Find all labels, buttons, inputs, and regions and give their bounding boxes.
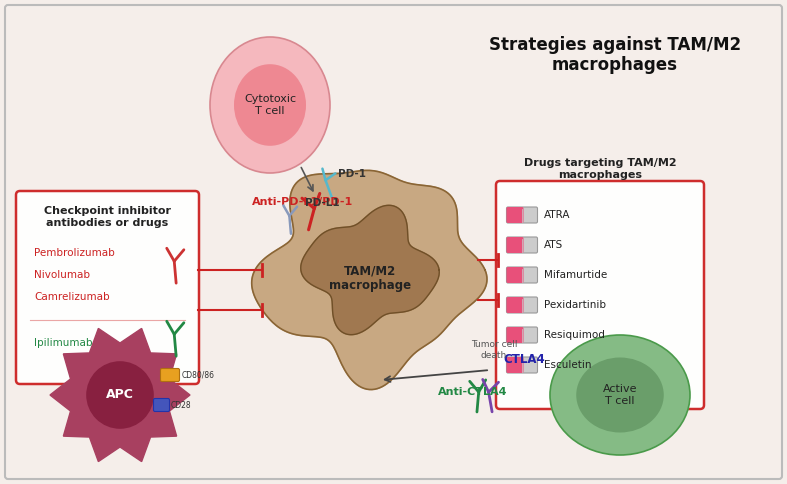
Text: APC: APC [106, 389, 134, 402]
Text: Drugs targeting TAM/M2
macrophages: Drugs targeting TAM/M2 macrophages [523, 158, 676, 180]
FancyBboxPatch shape [507, 237, 523, 253]
Ellipse shape [576, 358, 663, 433]
FancyBboxPatch shape [507, 297, 538, 313]
FancyBboxPatch shape [507, 357, 523, 373]
FancyBboxPatch shape [16, 191, 199, 384]
Text: Active
T cell: Active T cell [603, 384, 637, 406]
Text: Esculetin: Esculetin [544, 360, 592, 370]
FancyBboxPatch shape [507, 237, 538, 253]
Text: PD-L1: PD-L1 [305, 198, 340, 208]
FancyBboxPatch shape [507, 207, 523, 223]
Text: Camrelizumab: Camrelizumab [34, 292, 109, 302]
Text: Checkpoint inhibitor
antibodies or drugs: Checkpoint inhibitor antibodies or drugs [44, 206, 171, 228]
FancyBboxPatch shape [507, 297, 523, 313]
Text: Mifamurtide: Mifamurtide [544, 270, 608, 280]
Text: PD-1: PD-1 [338, 169, 366, 179]
Ellipse shape [234, 64, 306, 146]
Text: Anti-PD-L1/PD-1: Anti-PD-L1/PD-1 [252, 197, 353, 207]
Text: Pexidartinib: Pexidartinib [544, 300, 606, 310]
Polygon shape [252, 170, 487, 390]
Text: CTLA4: CTLA4 [503, 353, 545, 366]
Text: Resiquimod: Resiquimod [544, 330, 605, 340]
FancyBboxPatch shape [507, 327, 523, 343]
Ellipse shape [210, 37, 330, 173]
FancyBboxPatch shape [507, 267, 523, 283]
FancyBboxPatch shape [507, 327, 538, 343]
FancyBboxPatch shape [507, 357, 538, 373]
Ellipse shape [550, 335, 690, 455]
Text: TAM/M2
macrophage: TAM/M2 macrophage [329, 264, 411, 292]
Text: Nivolumab: Nivolumab [34, 270, 90, 280]
Ellipse shape [87, 361, 153, 429]
Text: Strategies against TAM/M2
macrophages: Strategies against TAM/M2 macrophages [489, 36, 741, 75]
FancyBboxPatch shape [161, 368, 179, 381]
Text: CD80/86: CD80/86 [182, 370, 215, 379]
Text: Pembrolizumab: Pembrolizumab [34, 248, 115, 258]
Polygon shape [301, 205, 439, 334]
Text: Anti-CTLA4: Anti-CTLA4 [438, 387, 508, 397]
FancyBboxPatch shape [507, 267, 538, 283]
Polygon shape [50, 329, 190, 462]
Text: CD28: CD28 [171, 400, 191, 409]
Text: Tumor cell
death: Tumor cell death [471, 340, 517, 360]
FancyBboxPatch shape [153, 398, 169, 411]
Text: Ipilimumab: Ipilimumab [34, 338, 93, 348]
Text: Cytotoxic
T cell: Cytotoxic T cell [244, 94, 296, 116]
Text: ATS: ATS [544, 240, 563, 250]
FancyBboxPatch shape [496, 181, 704, 409]
FancyBboxPatch shape [5, 5, 782, 479]
FancyBboxPatch shape [507, 207, 538, 223]
Text: ATRA: ATRA [544, 210, 571, 220]
